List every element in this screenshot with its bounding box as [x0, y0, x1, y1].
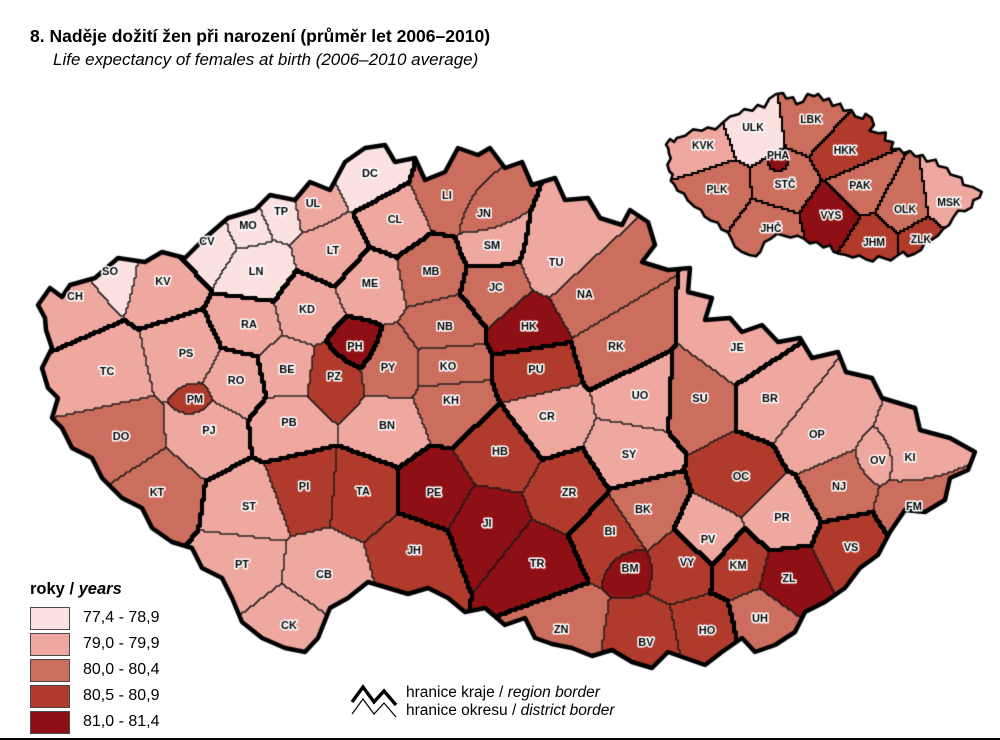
legend-label-class-4: 80,5 - 80,9 — [83, 687, 160, 704]
district-border-label: hranice okresu / district border — [406, 702, 615, 720]
legend-heading-cz: roky — [30, 580, 65, 598]
district-border-label-en: district border — [520, 702, 615, 719]
legend-swatch-class-4 — [30, 684, 70, 708]
legend-row: 79,0 - 79,9 — [30, 631, 160, 657]
legend-swatch-class-1 — [30, 606, 70, 630]
region-border-label: hranice kraje / region border — [406, 684, 615, 702]
border-legend: hranice kraje / region border hranice ok… — [350, 682, 615, 722]
legend-swatch-class-3 — [30, 658, 70, 682]
color-legend: roky / years 77,4 - 78,9 79,0 - 79,9 80,… — [30, 580, 160, 735]
legend-row: 80,0 - 80,4 — [30, 657, 160, 683]
legend-heading: roky / years — [30, 580, 160, 599]
legend-swatch-class-2 — [30, 632, 70, 656]
legend-label-class-2: 79,0 - 79,9 — [83, 635, 160, 652]
border-symbols — [350, 684, 398, 718]
legend-label-class-1: 77,4 - 78,9 — [83, 609, 160, 626]
border-label-sep: / — [494, 684, 508, 701]
legend-heading-sep: / — [64, 580, 79, 598]
border-label-sep: / — [507, 702, 521, 719]
map-title-cz: 8. Naděje dožití žen při narození (průmě… — [30, 26, 491, 46]
district-border-label-cz: hranice okresu — [406, 702, 508, 719]
border-legend-texts: hranice kraje / region border hranice ok… — [406, 684, 615, 720]
legend-label-class-5: 81,0 - 81,4 — [83, 713, 160, 730]
legend-row: 77,4 - 78,9 — [30, 605, 160, 631]
legend-swatch-class-5 — [30, 710, 70, 734]
region-border-label-cz: hranice kraje — [406, 684, 495, 701]
czech-regions-inset-map — [660, 85, 1000, 280]
region-border-symbol — [350, 684, 398, 707]
map-title-en: Life expectancy of females at birth (200… — [53, 50, 479, 69]
legend-row: 81,0 - 81,4 — [30, 709, 160, 735]
legend-heading-en: years — [78, 580, 122, 598]
region-border-label-en: region border — [507, 684, 600, 701]
legend-label-class-3: 80,0 - 80,4 — [83, 661, 160, 678]
district-border-symbol — [351, 697, 397, 718]
bottom-rule — [0, 738, 1000, 740]
legend-row: 80,5 - 80,9 — [30, 683, 160, 709]
